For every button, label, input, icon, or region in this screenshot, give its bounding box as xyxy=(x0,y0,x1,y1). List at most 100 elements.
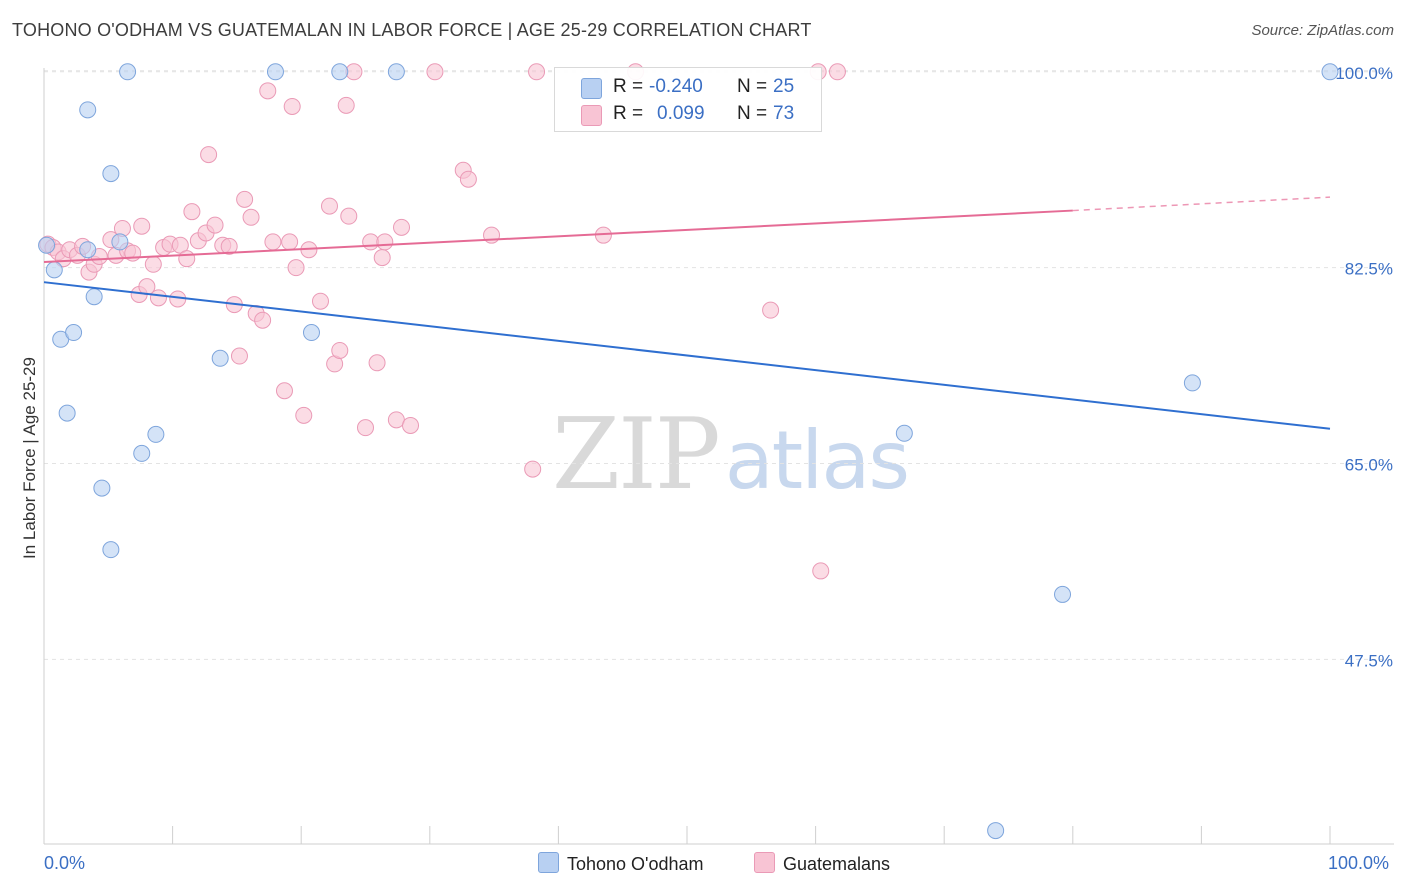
y-tick-label: 100.0% xyxy=(1335,64,1393,83)
guatemalans-point xyxy=(287,259,305,277)
guatemalans-point xyxy=(259,82,277,100)
y-tick-label: 47.5% xyxy=(1345,651,1393,670)
series-swatch-pink xyxy=(754,852,775,873)
legend-swatch-pink xyxy=(581,105,602,126)
guatemalans-point xyxy=(459,170,477,188)
guatemalans-point xyxy=(242,208,260,226)
guatemalans-point xyxy=(144,255,162,273)
series-swatch-blue xyxy=(538,852,559,873)
guatemalans-point xyxy=(178,250,196,268)
guatemalans-point xyxy=(368,354,386,372)
legend-row-guatemalans: R = 0.099 N = 73 xyxy=(555,101,821,127)
guatemalans-point xyxy=(337,96,355,114)
tohono-point xyxy=(79,101,97,119)
tohono-point xyxy=(102,165,120,183)
tohono-point xyxy=(1183,374,1201,392)
watermark-zip: ZIP xyxy=(552,398,721,512)
guatemalans-point xyxy=(236,190,254,208)
guatemalans-point xyxy=(762,301,780,319)
guatemalans-point xyxy=(183,203,201,221)
guatemalans-point xyxy=(295,406,313,424)
guatemalans-trend-extension xyxy=(1072,196,1331,212)
watermark: ZIPatlas xyxy=(552,398,910,512)
tohono-point xyxy=(111,233,129,251)
series-legend-guatemalans: Guatemalans xyxy=(754,852,890,876)
guatemalans-point xyxy=(376,233,394,251)
guatemalans-point xyxy=(402,416,420,434)
grid-lines xyxy=(44,70,1394,660)
tohono-point xyxy=(79,241,97,259)
tohono-point xyxy=(331,63,349,81)
tohono-points xyxy=(38,63,1339,840)
guatemalans-points xyxy=(39,63,846,580)
legend-n-label: N = xyxy=(737,76,768,97)
tohono-point xyxy=(211,349,229,367)
tohono-point xyxy=(38,236,56,254)
x-tick-label-min: 0.0% xyxy=(44,853,86,873)
chart-title: TOHONO O'ODHAM VS GUATEMALAN IN LABOR FO… xyxy=(12,20,812,40)
guatemalans-point xyxy=(149,289,167,307)
tohono-point xyxy=(102,541,120,559)
tohono-point xyxy=(987,822,1005,840)
axes xyxy=(43,68,1394,845)
guatemalans-point xyxy=(133,217,151,235)
tohono-point xyxy=(45,261,63,279)
guatemalans-point xyxy=(362,233,380,251)
tohono-point xyxy=(895,424,913,442)
legend-r-value: -0.240 xyxy=(649,76,703,97)
y-tick-labels: 47.5% 65.0% 82.5% 100.0% xyxy=(1335,64,1393,671)
guatemalans-trend-line xyxy=(43,209,1073,264)
series-label-guatemalans: Guatemalans xyxy=(783,854,891,874)
guatemalans-point xyxy=(340,207,358,225)
legend-r-label: R = xyxy=(613,103,644,124)
correlation-legend: R = -0.240 N = 25 R = 0.099 N = 73 xyxy=(554,67,822,132)
guatemalans-point xyxy=(264,233,282,251)
guatemalans-point xyxy=(331,341,349,359)
legend-n-label: N = xyxy=(737,103,768,124)
guatemalans-point xyxy=(524,460,542,478)
guatemalans-point xyxy=(387,411,405,429)
guatemalans-point xyxy=(373,249,391,267)
guatemalans-point xyxy=(812,562,830,580)
tohono-point xyxy=(93,479,111,497)
y-tick-label: 82.5% xyxy=(1345,260,1393,279)
tohono-point xyxy=(147,425,165,443)
guatemalans-point xyxy=(220,237,238,255)
y-axis-label: In Labor Force | Age 25-29 xyxy=(20,357,39,559)
legend-r-label: R = xyxy=(613,76,644,97)
guatemalans-point xyxy=(311,292,329,310)
guatemalans-point xyxy=(426,63,444,81)
guatemalans-point xyxy=(283,97,301,115)
series-legend-tohono: Tohono O'odham xyxy=(538,852,704,876)
guatemalans-point xyxy=(281,233,299,251)
tohono-point xyxy=(119,63,137,81)
guatemalans-point xyxy=(528,63,546,81)
y-tick-label: 65.0% xyxy=(1345,455,1393,474)
x-tick-label-max: 100.0% xyxy=(1328,853,1390,873)
guatemalans-point xyxy=(320,197,338,215)
tohono-point xyxy=(302,324,320,342)
guatemalans-point xyxy=(200,146,218,164)
tohono-point xyxy=(85,288,103,306)
source-label: Source: ZipAtlas.com xyxy=(1251,22,1394,39)
tohono-point xyxy=(1321,63,1339,81)
legend-swatch-blue xyxy=(581,78,602,99)
tohono-point xyxy=(58,404,76,422)
tohono-point xyxy=(266,63,284,81)
guatemalans-point xyxy=(254,311,272,329)
legend-row-tohono: R = -0.240 N = 25 xyxy=(555,74,821,100)
guatemalans-point xyxy=(230,347,248,365)
trend-lines xyxy=(43,196,1331,430)
tohono-point xyxy=(65,324,83,342)
guatemalans-point xyxy=(275,382,293,400)
tohono-point xyxy=(1054,585,1072,603)
legend-r-value: 0.099 xyxy=(657,103,705,124)
tohono-trend-line xyxy=(43,281,1331,430)
watermark-atlas: atlas xyxy=(724,414,910,507)
guatemalans-point xyxy=(345,63,363,81)
series-label-tohono: Tohono O'odham xyxy=(567,854,704,874)
legend-n-value: 25 xyxy=(773,76,795,97)
guatemalans-point xyxy=(206,216,224,234)
guatemalans-point xyxy=(357,419,374,437)
